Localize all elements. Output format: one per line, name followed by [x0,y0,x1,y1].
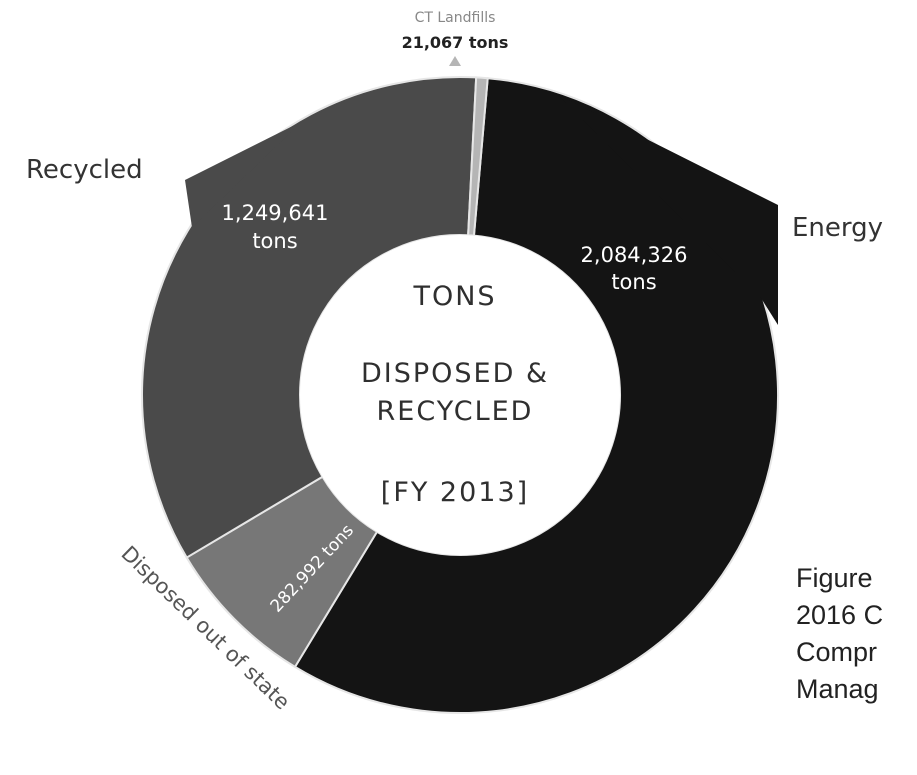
caption-line-2: 2016 C [796,600,884,630]
unit-recycled: tons [252,229,297,253]
ct-landfills-arrow [449,56,461,66]
recycled-tab [185,121,302,228]
center-line-1: TONS [412,281,496,312]
donut-slices [141,76,779,714]
label-energy: Energy [792,213,883,243]
slice-label-tabs [185,94,778,325]
value-ct-landfills: 21,067 tons [402,33,509,52]
center-line-2: DISPOSED & [361,358,549,389]
unit-energy: tons [611,270,656,294]
donut-hole [300,235,620,555]
label-recycled: Recycled [26,155,143,185]
center-line-4: [FY 2013] [381,477,529,508]
value-recycled: 1,249,641 [222,201,329,225]
caption-line-4: Manag [796,674,879,704]
center-line-3: RECYCLED [377,396,534,427]
caption-line-3: Compr [796,637,878,667]
center-title: TONS DISPOSED & RECYCLED [FY 2013] [361,281,549,508]
caption-line-1: Figure [796,563,873,593]
figure-caption: Figure 2016 C Compr Manag [796,560,883,708]
label-ct-landfills: CT Landfills [415,10,496,26]
value-energy: 2,084,326 [581,243,688,267]
energy-tab [557,94,778,325]
